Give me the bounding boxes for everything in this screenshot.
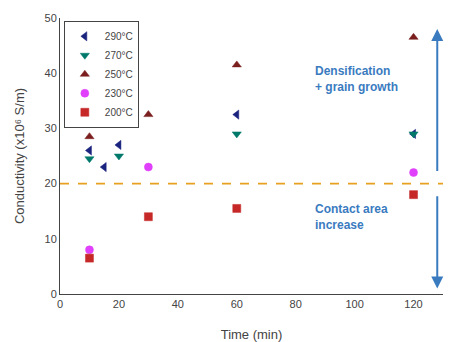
svg-text:80: 80 [290,298,302,310]
svg-text:230°C: 230°C [105,88,133,99]
svg-text:200°C: 200°C [105,107,133,118]
svg-text:290°C: 290°C [105,31,133,42]
svg-text:0: 0 [57,298,63,310]
svg-text:20: 20 [113,298,125,310]
svg-text:Densification+ grain growth: Densification+ grain growth [315,64,398,94]
svg-text:120: 120 [404,298,422,310]
svg-text:60: 60 [231,298,243,310]
svg-text:Conductivity (x10⁶ S/m): Conductivity (x10⁶ S/m) [12,88,27,224]
svg-text:20: 20 [45,177,57,189]
svg-text:0: 0 [51,288,57,300]
svg-text:40: 40 [45,67,57,79]
svg-text:270°C: 270°C [105,50,133,61]
svg-text:10: 10 [45,233,57,245]
svg-text:30: 30 [45,122,57,134]
svg-text:Time (min): Time (min) [221,327,283,342]
svg-text:40: 40 [172,298,184,310]
svg-text:250°C: 250°C [105,69,133,80]
svg-text:Contact areaincrease: Contact areaincrease [315,202,388,232]
svg-text:100: 100 [345,298,363,310]
svg-text:50: 50 [45,12,57,24]
